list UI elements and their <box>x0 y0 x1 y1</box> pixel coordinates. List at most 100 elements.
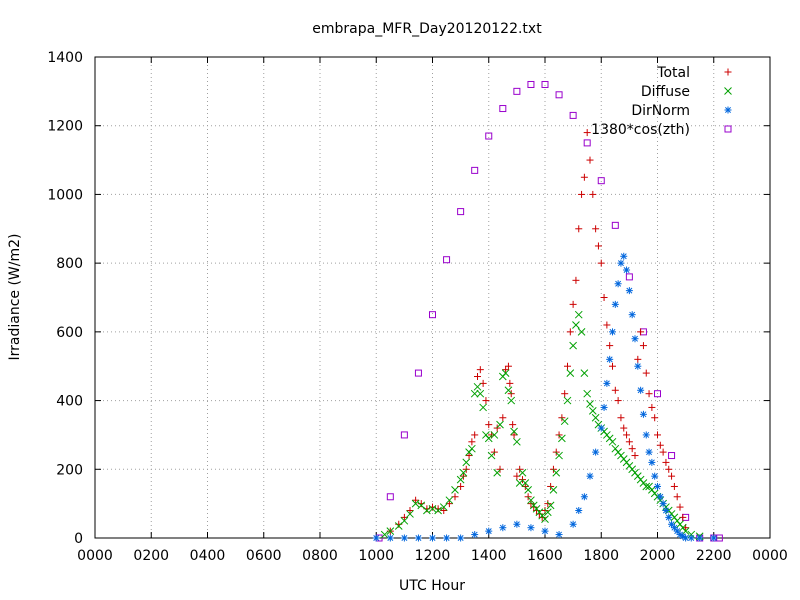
series-dirnorm-point <box>569 520 577 528</box>
series-diffuse-point <box>541 515 549 523</box>
series-total-point <box>499 414 507 422</box>
series-diffuse-point <box>642 482 651 491</box>
x-tick-label: 0400 <box>190 548 226 564</box>
series-diffuse-point <box>586 400 594 408</box>
y-tick-label: 200 <box>56 462 83 478</box>
series-diffuse-point <box>504 386 513 395</box>
series-diffuse-point <box>468 444 476 453</box>
x-tick-label: 1800 <box>583 548 619 564</box>
series-dirnorm-point <box>457 534 465 542</box>
series-dirnorm-point <box>606 355 614 363</box>
series-dirnorm-point <box>609 328 616 336</box>
series-diffuse-point <box>608 437 617 446</box>
series-dirnorm-point <box>656 493 664 501</box>
legend-label: DirNorm <box>631 103 690 119</box>
series-total-point <box>575 225 583 233</box>
series-total-point <box>620 424 628 432</box>
series-total-point <box>634 355 642 363</box>
series-dirnorm-point <box>687 534 695 542</box>
series-dirnorm-point <box>443 534 451 542</box>
series-1380-cos-zth-point <box>654 390 661 398</box>
series-total-point <box>654 431 661 439</box>
series-total-point <box>510 431 518 439</box>
series-dirnorm-point <box>485 527 493 535</box>
series-1380-cos-zth-point <box>527 80 535 88</box>
series-diffuse-point <box>524 486 532 494</box>
series-total-point <box>417 500 425 508</box>
series-diffuse-point <box>386 527 395 535</box>
series-1380-cos-zth-point <box>443 256 451 264</box>
legend-label: Total <box>656 65 690 81</box>
y-axis-label: Irradiance (W/m2) <box>7 234 23 361</box>
series-total-point <box>611 386 619 394</box>
series-total-point <box>592 225 600 233</box>
series-total-point <box>631 452 639 460</box>
series-1380-cos-zth-point <box>400 431 408 439</box>
series-dirnorm-point <box>662 507 670 515</box>
series-diffuse-point <box>572 321 580 329</box>
series-diffuse-point <box>459 468 468 477</box>
series-total-point <box>637 328 645 336</box>
series-1380-cos-zth-point <box>668 452 676 460</box>
series-dirnorm-point <box>400 534 408 542</box>
legend-marker <box>724 87 732 95</box>
series-total-point <box>670 482 678 490</box>
series-dirnorm-point <box>597 424 605 432</box>
x-tick-label: 2000 <box>640 548 676 564</box>
series-diffuse-point <box>558 434 566 443</box>
series-1380-cos-zth-point <box>569 111 577 119</box>
series-total-point <box>468 438 476 446</box>
series-total-point <box>668 472 676 480</box>
series-dirnorm-point <box>555 531 563 539</box>
series-diffuse-point <box>484 434 493 443</box>
legend-label: Diffuse <box>641 84 690 100</box>
series-total-point <box>617 414 625 422</box>
series-diffuse-point <box>555 451 563 460</box>
series-dirnorm-point <box>648 458 656 466</box>
series-dirnorm-point <box>631 335 639 343</box>
series-total-point <box>465 452 473 460</box>
series-total-point <box>645 390 653 398</box>
series-diffuse-point <box>591 413 600 422</box>
series-1380-cos-zth-point <box>625 273 633 281</box>
series-dirnorm-point <box>429 534 436 542</box>
series-1380-cos-zth-point <box>611 221 619 229</box>
legend-marker <box>724 68 732 76</box>
series-diffuse-point <box>473 382 482 391</box>
series-diffuse-point <box>380 530 389 539</box>
series-diffuse-point <box>510 427 518 436</box>
series-total-point <box>564 362 571 370</box>
series-1380-cos-zth-point <box>485 132 493 140</box>
series-dirnorm-point <box>513 520 521 528</box>
series-total-point <box>676 503 684 511</box>
series-total-point <box>482 397 490 405</box>
series-total-point <box>412 496 420 504</box>
y-tick-label: 1200 <box>47 119 83 135</box>
series-total-point <box>544 500 552 508</box>
series-dirnorm-point <box>642 431 650 439</box>
series-total-point <box>485 421 493 429</box>
series-diffuse-point <box>521 479 530 487</box>
series-diffuse-point <box>577 328 586 336</box>
series-total-point <box>474 373 481 381</box>
legend-label: 1380*cos(zth) <box>591 122 690 138</box>
series-diffuse-point <box>428 504 437 513</box>
series-dirnorm-point <box>620 252 628 260</box>
series-diffuse-point <box>451 486 459 494</box>
series-dirnorm-point <box>471 531 479 539</box>
series-diffuse-point <box>470 389 479 398</box>
x-tick-label: 1000 <box>358 548 394 564</box>
series-dirnorm-point <box>645 448 653 456</box>
series-total-point <box>569 300 577 308</box>
series-diffuse-point <box>546 501 555 510</box>
series-total-point <box>572 276 580 284</box>
series-1380-cos-zth-point <box>541 80 549 88</box>
series-diffuse-point <box>434 506 442 515</box>
series-diffuse-point <box>513 437 521 446</box>
series-total-point <box>586 156 594 164</box>
series-dirnorm-point <box>600 403 608 411</box>
series-dirnorm-point <box>623 266 631 274</box>
series-dirnorm-point <box>659 500 667 508</box>
legend-marker <box>724 125 732 133</box>
